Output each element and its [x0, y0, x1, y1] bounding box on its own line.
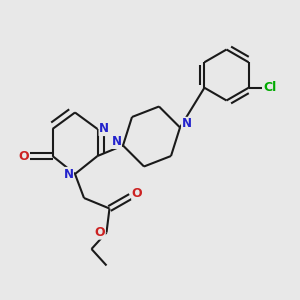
Text: N: N [111, 135, 122, 148]
Text: N: N [99, 122, 109, 136]
Text: O: O [18, 149, 29, 163]
Text: N: N [182, 117, 192, 130]
Text: Cl: Cl [264, 81, 277, 94]
Text: O: O [94, 226, 105, 239]
Text: O: O [132, 187, 142, 200]
Text: N: N [63, 167, 74, 181]
